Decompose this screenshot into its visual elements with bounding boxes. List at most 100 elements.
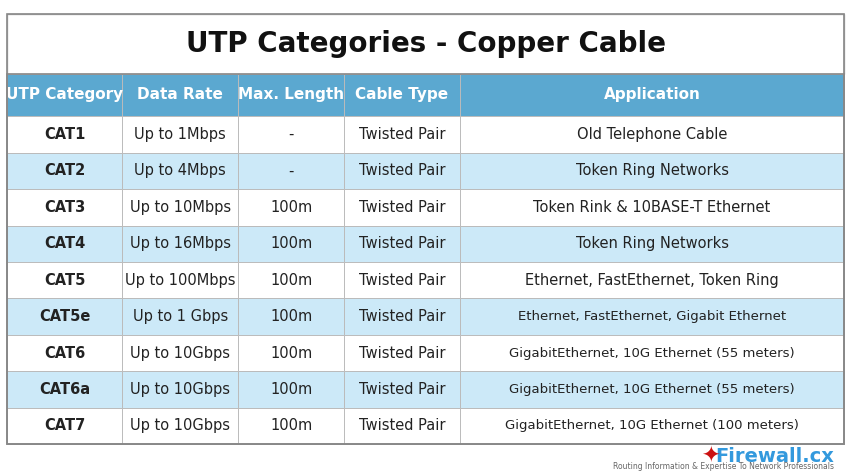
FancyBboxPatch shape (238, 262, 345, 298)
Text: Application: Application (603, 87, 700, 103)
FancyBboxPatch shape (460, 74, 844, 116)
FancyBboxPatch shape (238, 189, 345, 226)
Text: 100m: 100m (270, 382, 312, 397)
FancyBboxPatch shape (123, 189, 238, 226)
Text: Twisted Pair: Twisted Pair (359, 200, 445, 215)
FancyBboxPatch shape (345, 371, 460, 408)
Text: CAT7: CAT7 (44, 418, 85, 433)
Text: CAT4: CAT4 (44, 236, 85, 251)
Text: Twisted Pair: Twisted Pair (359, 309, 445, 324)
Text: Twisted Pair: Twisted Pair (359, 127, 445, 142)
FancyBboxPatch shape (460, 262, 844, 298)
Text: -: - (288, 127, 294, 142)
Text: Token Ring Networks: Token Ring Networks (575, 236, 728, 251)
FancyBboxPatch shape (7, 226, 123, 262)
FancyBboxPatch shape (7, 14, 844, 74)
Text: Up to 10Gbps: Up to 10Gbps (130, 345, 230, 361)
Text: Token Ring Networks: Token Ring Networks (575, 163, 728, 179)
FancyBboxPatch shape (7, 335, 123, 371)
Text: Up to 10Gbps: Up to 10Gbps (130, 418, 230, 433)
FancyBboxPatch shape (7, 116, 123, 152)
Text: Old Telephone Cable: Old Telephone Cable (577, 127, 728, 142)
Text: CAT6: CAT6 (44, 345, 85, 361)
FancyBboxPatch shape (7, 74, 123, 116)
FancyBboxPatch shape (460, 298, 844, 335)
Text: Up to 1 Gbps: Up to 1 Gbps (133, 309, 228, 324)
Text: Up to 10Gbps: Up to 10Gbps (130, 382, 230, 397)
Text: Routing Information & Expertise To Network Professionals: Routing Information & Expertise To Netwo… (613, 463, 834, 471)
Text: CAT1: CAT1 (44, 127, 85, 142)
Text: Twisted Pair: Twisted Pair (359, 345, 445, 361)
FancyBboxPatch shape (460, 152, 844, 189)
Text: Max. Length: Max. Length (238, 87, 344, 103)
Text: UTP Category: UTP Category (6, 87, 123, 103)
Text: Cable Type: Cable Type (356, 87, 448, 103)
FancyBboxPatch shape (345, 116, 460, 152)
FancyBboxPatch shape (123, 371, 238, 408)
FancyBboxPatch shape (345, 152, 460, 189)
Text: Twisted Pair: Twisted Pair (359, 273, 445, 288)
FancyBboxPatch shape (238, 371, 345, 408)
FancyBboxPatch shape (460, 226, 844, 262)
Text: CAT5e: CAT5e (39, 309, 90, 324)
FancyBboxPatch shape (7, 371, 123, 408)
Text: 100m: 100m (270, 200, 312, 215)
Text: -: - (288, 163, 294, 179)
FancyBboxPatch shape (123, 408, 238, 444)
Text: Twisted Pair: Twisted Pair (359, 163, 445, 179)
FancyBboxPatch shape (7, 152, 123, 189)
Text: CAT2: CAT2 (44, 163, 85, 179)
Text: Twisted Pair: Twisted Pair (359, 382, 445, 397)
Text: Twisted Pair: Twisted Pair (359, 418, 445, 433)
Text: Ethernet, FastEthernet, Token Ring: Ethernet, FastEthernet, Token Ring (525, 273, 779, 288)
Text: Up to 4Mbps: Up to 4Mbps (134, 163, 226, 179)
Text: CAT6a: CAT6a (39, 382, 90, 397)
FancyBboxPatch shape (345, 189, 460, 226)
FancyBboxPatch shape (460, 371, 844, 408)
Text: GigabitEthernet, 10G Ethernet (55 meters): GigabitEthernet, 10G Ethernet (55 meters… (509, 347, 795, 360)
FancyBboxPatch shape (7, 262, 123, 298)
Text: 100m: 100m (270, 273, 312, 288)
Text: Up to 10Mbps: Up to 10Mbps (129, 200, 231, 215)
Text: 100m: 100m (270, 309, 312, 324)
Text: CAT3: CAT3 (44, 200, 85, 215)
FancyBboxPatch shape (7, 298, 123, 335)
Text: Up to 16Mbps: Up to 16Mbps (129, 236, 231, 251)
FancyBboxPatch shape (460, 408, 844, 444)
FancyBboxPatch shape (238, 226, 345, 262)
Text: CAT5: CAT5 (44, 273, 85, 288)
Text: 100m: 100m (270, 236, 312, 251)
FancyBboxPatch shape (123, 74, 238, 116)
FancyBboxPatch shape (345, 226, 460, 262)
FancyBboxPatch shape (238, 408, 345, 444)
FancyBboxPatch shape (123, 152, 238, 189)
FancyBboxPatch shape (345, 298, 460, 335)
FancyBboxPatch shape (123, 298, 238, 335)
Text: GigabitEthernet, 10G Ethernet (55 meters): GigabitEthernet, 10G Ethernet (55 meters… (509, 383, 795, 396)
FancyBboxPatch shape (123, 335, 238, 371)
FancyBboxPatch shape (460, 189, 844, 226)
Text: Data Rate: Data Rate (137, 87, 223, 103)
FancyBboxPatch shape (345, 262, 460, 298)
Text: Ethernet, FastEthernet, Gigabit Ethernet: Ethernet, FastEthernet, Gigabit Ethernet (518, 310, 786, 323)
FancyBboxPatch shape (123, 226, 238, 262)
FancyBboxPatch shape (123, 116, 238, 152)
FancyBboxPatch shape (238, 152, 345, 189)
Text: 100m: 100m (270, 345, 312, 361)
FancyBboxPatch shape (345, 335, 460, 371)
Text: ✦: ✦ (701, 447, 720, 467)
FancyBboxPatch shape (345, 74, 460, 116)
FancyBboxPatch shape (123, 262, 238, 298)
FancyBboxPatch shape (238, 298, 345, 335)
FancyBboxPatch shape (238, 74, 345, 116)
Text: UTP Categories - Copper Cable: UTP Categories - Copper Cable (186, 30, 665, 58)
Text: 100m: 100m (270, 418, 312, 433)
Text: GigabitEthernet, 10G Ethernet (100 meters): GigabitEthernet, 10G Ethernet (100 meter… (505, 419, 799, 432)
Text: Firewall.cx: Firewall.cx (715, 447, 834, 466)
FancyBboxPatch shape (238, 335, 345, 371)
FancyBboxPatch shape (460, 335, 844, 371)
FancyBboxPatch shape (7, 189, 123, 226)
FancyBboxPatch shape (238, 116, 345, 152)
FancyBboxPatch shape (7, 408, 123, 444)
Text: Token Rink & 10BASE-T Ethernet: Token Rink & 10BASE-T Ethernet (534, 200, 771, 215)
